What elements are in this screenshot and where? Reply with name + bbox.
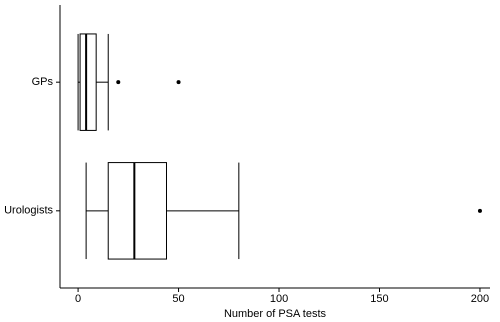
box [79,33,97,131]
outlier [477,208,482,213]
y-tick-label: Urologists [4,205,53,217]
x-tick-label: 150 [370,293,388,305]
outlier [116,80,121,85]
x-tick-label: 0 [75,293,81,305]
x-tick-label: 50 [172,293,184,305]
x-tick-label: 100 [270,293,288,305]
box [107,162,167,260]
x-tick-label: 200 [471,293,489,305]
outlier [176,80,181,85]
y-tick-label: GPs [32,76,54,88]
x-axis-label: Number of PSA tests [224,308,327,320]
